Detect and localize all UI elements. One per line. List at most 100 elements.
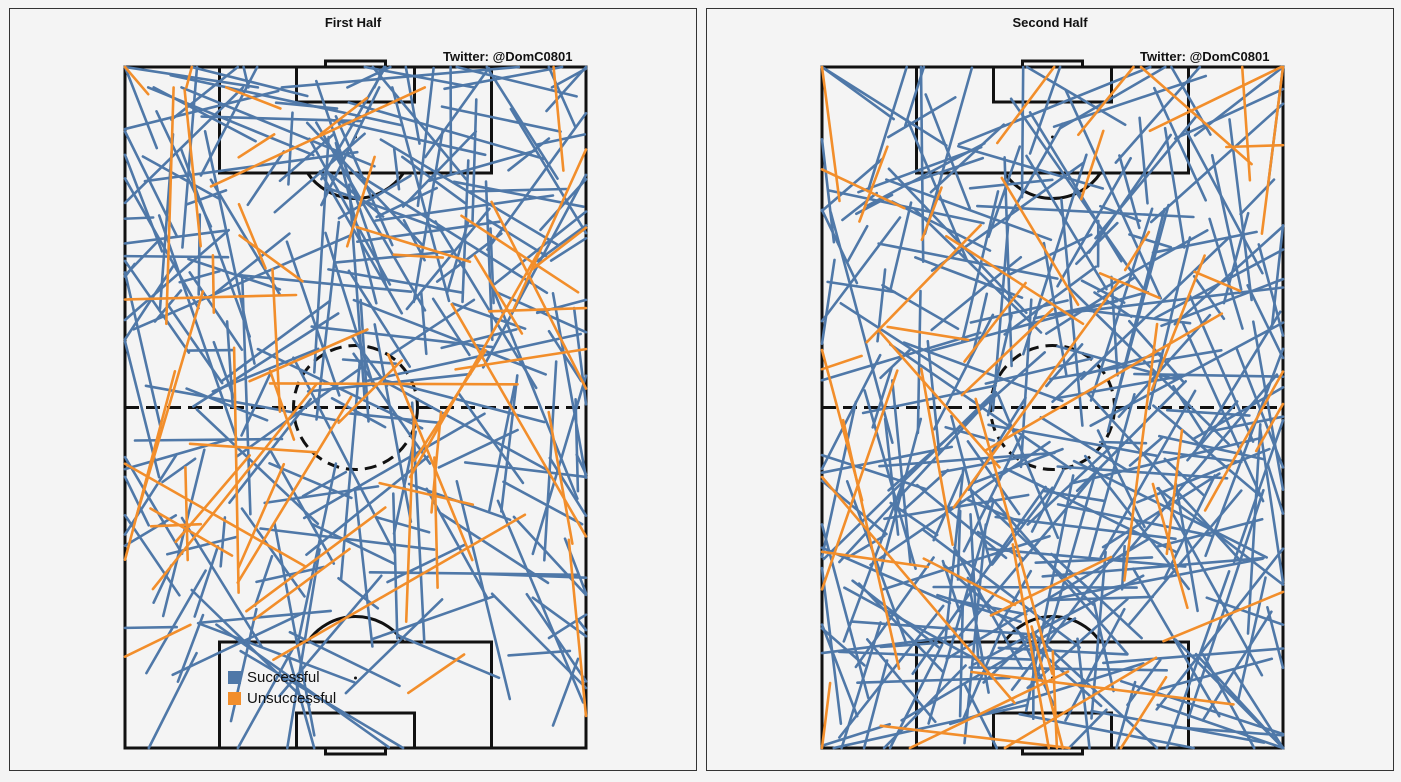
pass-line <box>193 544 220 618</box>
pass-line <box>857 145 983 194</box>
pass-line <box>530 226 588 271</box>
pass-line <box>431 297 471 357</box>
pass-line <box>1131 567 1221 718</box>
pass-line <box>123 86 245 205</box>
pass-line <box>416 66 435 208</box>
pass-line <box>1025 154 1108 291</box>
pass-line <box>1165 428 1184 556</box>
pass-line <box>404 65 421 145</box>
pass-line <box>396 634 501 680</box>
pass-line <box>239 649 405 750</box>
goal-top <box>1021 59 1084 69</box>
pass-line <box>886 325 970 342</box>
pass-line <box>428 149 538 183</box>
pass-line <box>945 234 1085 326</box>
pass-line <box>511 148 588 313</box>
pass-line <box>157 214 238 441</box>
pass-line <box>550 67 588 89</box>
pass-line <box>1266 462 1285 515</box>
pass-line <box>412 348 487 462</box>
pass-line <box>989 555 1113 617</box>
pass-line <box>552 65 565 172</box>
pass-line <box>412 130 444 304</box>
legend-item-unsuccessful: Unsuccessful <box>228 688 336 709</box>
pass-line <box>1123 230 1151 272</box>
pass-line <box>921 527 1082 649</box>
pass-line <box>871 367 893 429</box>
pitch-map <box>820 59 1285 756</box>
pass-line <box>820 65 948 147</box>
pass-line <box>1123 322 1159 582</box>
pass-line <box>920 367 954 547</box>
pass-line <box>312 135 330 374</box>
pass-line <box>908 670 1070 750</box>
pass-line <box>1139 65 1253 166</box>
pass-line <box>1018 712 1195 750</box>
pass-line <box>406 653 466 695</box>
pass-line <box>123 514 178 548</box>
pass-line <box>832 703 1029 750</box>
pass-line <box>1193 270 1242 293</box>
pass-line <box>1075 221 1119 265</box>
pass-line <box>982 614 1055 684</box>
pass-line <box>435 232 503 283</box>
pass-line <box>305 454 431 557</box>
pass-line <box>463 461 588 479</box>
pass-line <box>240 507 306 598</box>
pass-line <box>460 214 580 294</box>
pass-line <box>900 617 1077 722</box>
pass-line <box>188 442 318 454</box>
pass-line <box>986 547 1187 568</box>
pass-line <box>820 626 866 667</box>
second-half-panel: Second Half Twitter: @DomC0801 <box>706 8 1394 771</box>
pass-line <box>926 339 941 454</box>
pass-line <box>1162 590 1285 643</box>
pass-line <box>499 374 519 513</box>
pass-line <box>1098 204 1142 223</box>
pass-line <box>390 298 476 356</box>
pass-line <box>1051 650 1059 750</box>
pass-line <box>311 523 397 566</box>
pass-line <box>913 208 1043 334</box>
pass-line <box>851 579 942 650</box>
pass-line <box>123 475 150 527</box>
pass-line <box>238 234 304 283</box>
pass-line <box>341 358 398 366</box>
pass-line <box>471 98 478 223</box>
pass-line <box>454 347 588 371</box>
pass-line <box>961 190 1000 343</box>
pass-line <box>1042 241 1068 378</box>
pass-line <box>820 453 927 491</box>
pass-line <box>371 594 496 641</box>
pass-line <box>165 86 175 326</box>
pass-line <box>820 475 1016 705</box>
pass-line <box>200 115 363 123</box>
pass-line <box>920 186 943 242</box>
pass-line <box>963 523 988 745</box>
pass-line <box>286 653 316 750</box>
pass-line <box>147 651 198 750</box>
pass-line <box>1056 465 1229 480</box>
pass-line <box>829 211 894 445</box>
pass-line <box>174 454 251 544</box>
pass-line <box>956 509 962 581</box>
pass-line <box>437 428 519 469</box>
pass-line <box>1011 543 1051 750</box>
pass-line <box>1020 65 1025 199</box>
pass-line <box>324 231 375 388</box>
pass-line <box>1203 370 1285 512</box>
penalty-spot-bottom <box>354 676 357 680</box>
pass-line <box>902 341 1064 403</box>
pass-line <box>318 170 404 315</box>
pass-line <box>841 191 878 222</box>
pass-line <box>1089 321 1285 428</box>
pass-line <box>1195 310 1282 450</box>
pass-line <box>237 462 286 570</box>
pass-line <box>1052 74 1208 128</box>
pass-line <box>325 186 445 232</box>
pass-line <box>889 201 913 291</box>
pass-line <box>352 352 432 465</box>
pass-line <box>301 470 348 498</box>
legend-swatch-successful <box>228 671 241 684</box>
pass-line <box>1208 217 1244 330</box>
